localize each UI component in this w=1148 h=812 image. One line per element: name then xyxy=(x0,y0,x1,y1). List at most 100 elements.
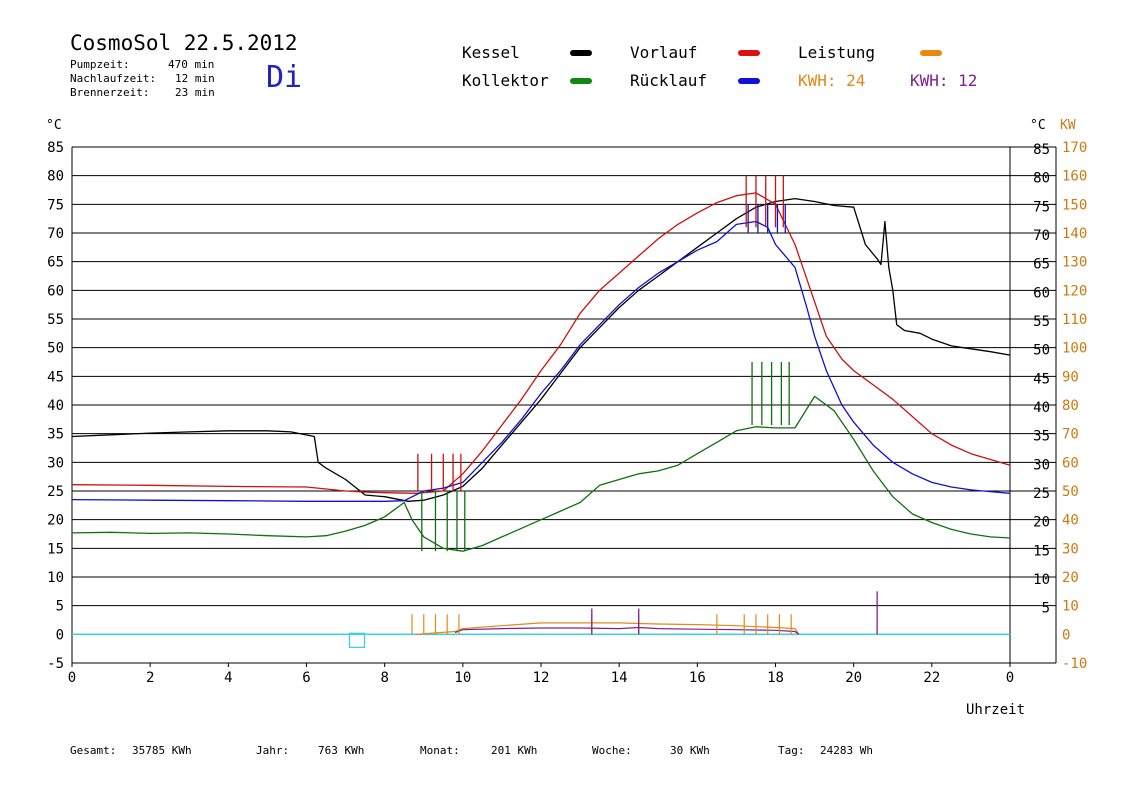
y-tick-right: 10 xyxy=(1033,572,1050,588)
footer-jahr-value: 763 KWh xyxy=(318,744,365,757)
legend-kwh1: KWH: 24 xyxy=(798,71,866,90)
y-tick-kw: 20 xyxy=(1062,570,1079,586)
x-tick: 16 xyxy=(689,670,706,686)
y-tick-left: 25 xyxy=(47,484,64,500)
y-tick-kw: 50 xyxy=(1062,484,1079,500)
series-ruecklauf xyxy=(71,220,1011,502)
y-tick-right: 80 xyxy=(1033,171,1050,187)
y-tick-left: 65 xyxy=(47,255,64,271)
y-tick-left: 55 xyxy=(47,312,64,328)
y-tick-left: 20 xyxy=(47,513,64,529)
y-tick-kw: 70 xyxy=(1062,427,1079,443)
y-tick-kw: 80 xyxy=(1062,398,1079,414)
stat-pumpzeit-value: 470 min xyxy=(168,58,215,71)
legend-vorlauf-label: Vorlauf xyxy=(630,43,698,62)
x-tick: 20 xyxy=(845,670,862,686)
y-tick-left: 50 xyxy=(47,341,64,357)
y-tick-left: 10 xyxy=(47,570,64,586)
y-tick-right: 70 xyxy=(1033,228,1050,244)
chart-title: CosmoSol 22.5.2012 xyxy=(70,31,298,55)
legend-ruecklauf-label: Rücklauf xyxy=(630,71,708,90)
legend-kessel-swatch xyxy=(570,50,592,56)
y-tick-right: 55 xyxy=(1033,314,1050,330)
y-tick-right: 15 xyxy=(1033,543,1050,559)
y-tick-kw: 140 xyxy=(1062,226,1087,242)
y-tick-left: -5 xyxy=(47,656,64,672)
y-tick-right: 30 xyxy=(1033,457,1050,473)
y-tick-kw: 120 xyxy=(1062,283,1087,299)
y-tick-left: 85 xyxy=(47,140,64,156)
stat-nachlaufzeit-value: 12 min xyxy=(175,72,215,85)
legend-ruecklauf-swatch xyxy=(738,78,760,84)
y-tick-right: 75 xyxy=(1033,199,1050,215)
x-tick: 4 xyxy=(224,670,232,686)
x-tick: 18 xyxy=(767,670,784,686)
x-tick: 12 xyxy=(533,670,550,686)
x-tick: 8 xyxy=(380,670,388,686)
y-tick-right: 20 xyxy=(1033,515,1050,531)
y-tick-kw: 110 xyxy=(1062,312,1087,328)
y-tick-right: 85 xyxy=(1033,142,1050,158)
footer-monat-label: Monat: xyxy=(420,744,460,757)
y-tick-left: 60 xyxy=(47,283,64,299)
legend-kwh2: KWH: 12 xyxy=(910,71,978,90)
y-tick-kw: 160 xyxy=(1062,169,1087,185)
y-tick-kw: 60 xyxy=(1062,455,1079,471)
footer-tag-value: 24283 Wh xyxy=(820,744,873,757)
legend-vorlauf-swatch xyxy=(738,50,760,56)
legend-kessel-label: Kessel xyxy=(462,43,520,62)
footer-monat-value: 201 KWh xyxy=(491,744,538,757)
y-tick-kw: 130 xyxy=(1062,255,1087,271)
x-tick: 6 xyxy=(302,670,310,686)
left-axis-unit: °C xyxy=(46,118,62,133)
y-tick-left: 15 xyxy=(47,541,64,557)
x-tick: 2 xyxy=(146,670,154,686)
x-tick: 22 xyxy=(923,670,940,686)
y-tick-left: 45 xyxy=(47,369,64,385)
pump-marker xyxy=(348,632,366,648)
stat-brennerzeit-label: Brennerzeit: xyxy=(70,86,150,99)
y-tick-right: 50 xyxy=(1033,343,1050,359)
y-tick-kw: -10 xyxy=(1062,656,1087,672)
y-tick-right: 40 xyxy=(1033,400,1050,416)
y-tick-left: 30 xyxy=(47,455,64,471)
y-tick-kw: 90 xyxy=(1062,369,1079,385)
y-tick-kw: 0 xyxy=(1062,627,1070,643)
stat-brennerzeit-value: 23 min xyxy=(175,86,215,99)
y-tick-kw: 100 xyxy=(1062,341,1087,357)
series-kollektor xyxy=(71,395,1011,552)
x-tick: 0 xyxy=(68,670,76,686)
footer-woche-label: Woche: xyxy=(592,744,632,757)
y-tick-right: 35 xyxy=(1033,429,1050,445)
y-tick-right: 45 xyxy=(1033,371,1050,387)
y-tick-right: 65 xyxy=(1033,257,1050,273)
footer-gesamt-value: 35785 KWh xyxy=(132,744,192,757)
legend-kollektor-swatch xyxy=(570,78,592,84)
x-tick: 10 xyxy=(454,670,471,686)
y-tick-right: 5 xyxy=(1042,601,1050,617)
series-leistung xyxy=(415,622,800,635)
right-axis-unit-kw: KW xyxy=(1060,118,1076,133)
footer-jahr-label: Jahr: xyxy=(256,744,290,757)
x-tick: 14 xyxy=(611,670,628,686)
x-tick: 0 xyxy=(1006,670,1014,686)
y-tick-right: 60 xyxy=(1033,285,1050,301)
footer-gesamt-label: Gesamt: xyxy=(70,744,117,757)
day-label: Di xyxy=(266,60,303,95)
stat-nachlaufzeit-label: Nachlaufzeit: xyxy=(70,72,157,85)
y-tick-left: 40 xyxy=(47,398,64,414)
y-tick-kw: 170 xyxy=(1062,140,1087,156)
y-tick-left: 75 xyxy=(47,197,64,213)
y-tick-kw: 10 xyxy=(1062,599,1079,615)
y-tick-right: 25 xyxy=(1033,486,1050,502)
series-kessel xyxy=(71,197,1011,502)
series-leistung-kwh2 xyxy=(454,626,800,635)
x-axis-label: Uhrzeit xyxy=(966,702,1026,718)
y-tick-left: 5 xyxy=(56,599,64,615)
y-tick-left: 70 xyxy=(47,226,64,242)
legend-leistung-label: Leistung xyxy=(798,43,876,62)
series-vorlauf xyxy=(71,192,1011,494)
footer-woche-value: 30 KWh xyxy=(670,744,710,757)
right-axis-unit-c: °C xyxy=(1030,118,1046,133)
